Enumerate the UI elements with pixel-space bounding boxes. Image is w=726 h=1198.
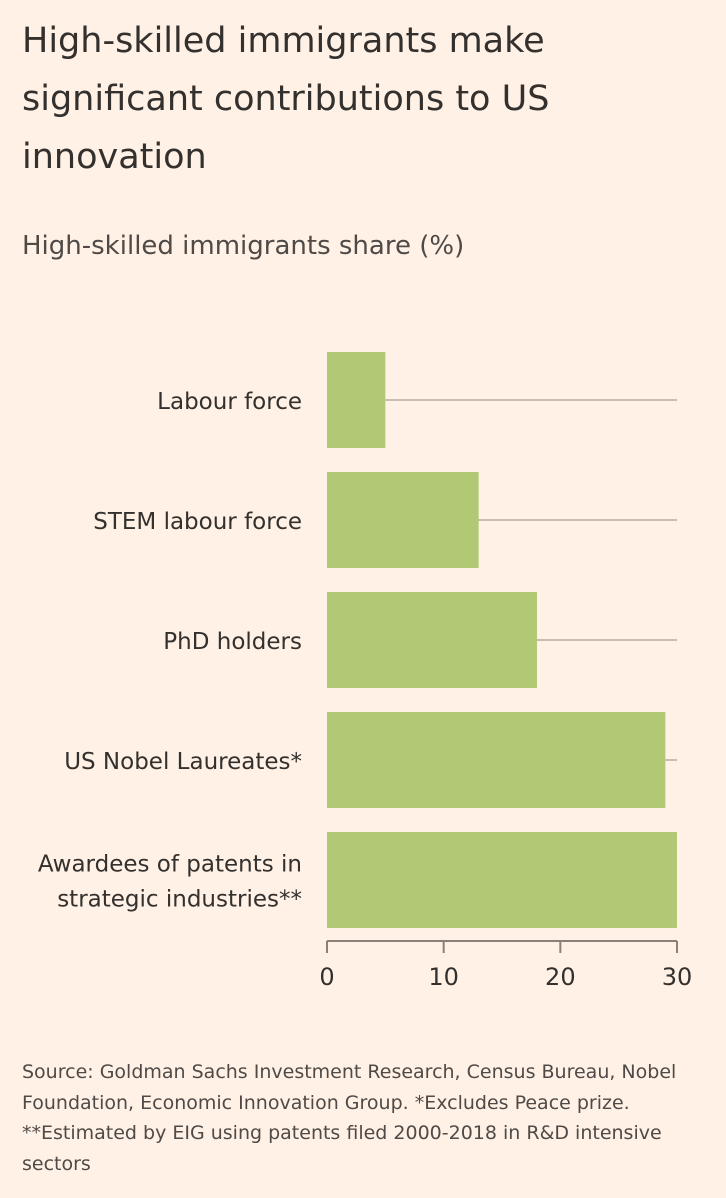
category-label: Labour force: [157, 389, 302, 415]
x-tick-label: 30: [662, 963, 693, 991]
bars: [327, 352, 677, 928]
x-tick-label: 20: [545, 963, 576, 991]
category-label: STEM labour force: [93, 509, 302, 535]
x-tick-label: 10: [428, 963, 459, 991]
bar-chart: Labour force STEM labour force PhD holders…: [38, 352, 693, 991]
bar: [327, 832, 677, 928]
x-axis: 0 10 20 30: [319, 940, 693, 991]
category-label: US Nobel Laureates*: [64, 749, 302, 775]
x-tick-label: 0: [319, 963, 334, 991]
source-note: Source: Goldman Sachs Investment Researc…: [22, 1061, 677, 1175]
bar: [327, 592, 537, 688]
bar: [327, 712, 666, 808]
chart-subtitle: High-skilled immigrants share (%): [22, 231, 465, 261]
category-label: Awardees of patents in: [38, 852, 302, 878]
chart-title: High-skilled immigrants make significant…: [22, 21, 550, 177]
category-label: PhD holders: [163, 629, 302, 655]
category-label: strategic industries**: [57, 887, 302, 913]
bar: [327, 352, 386, 448]
bar: [327, 472, 479, 568]
category-labels: Labour force STEM labour force PhD holders…: [38, 389, 302, 913]
